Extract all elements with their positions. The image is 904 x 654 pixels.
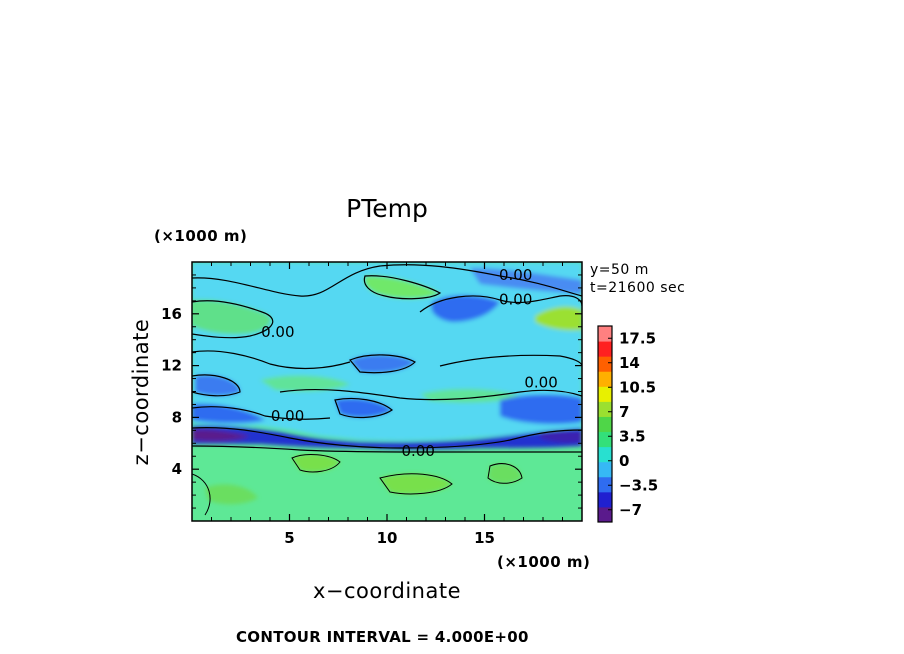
x-tick-label: 5 xyxy=(284,529,294,547)
x-axis-title: x−coordinate xyxy=(313,579,461,603)
field-blue-blob-top-right xyxy=(431,295,500,322)
colorbar-segment xyxy=(598,326,612,342)
y-tick-label: 16 xyxy=(161,305,182,323)
contour-line-lower-2 xyxy=(192,445,582,453)
field-blue-blob-center xyxy=(350,354,415,373)
colorbar-label: 3.5 xyxy=(619,427,646,445)
contour-label: 0.00 xyxy=(499,291,532,309)
contour-label: 0.00 xyxy=(524,373,557,391)
colorbar: 17.5 14 10.5 7 3.5 0 −3.5 −7 xyxy=(597,325,658,523)
y-tick-label: 12 xyxy=(161,357,182,375)
contour-line-lower-4 xyxy=(379,473,453,495)
colorbar-segment xyxy=(598,341,612,357)
colorbar-segment xyxy=(598,401,612,417)
contour-line-lower-main xyxy=(192,427,582,449)
y-axis-ticks: 16 12 8 4 xyxy=(161,274,582,509)
field-blue-band-left xyxy=(192,403,265,423)
info-y-position: y=50 m xyxy=(590,262,649,278)
contour-label: 0.00 xyxy=(261,323,294,341)
field-lower-patch-4 xyxy=(205,484,258,505)
contour-line-upper-left xyxy=(192,300,274,339)
colorbar-segment xyxy=(598,461,612,478)
field-lower-patch-2 xyxy=(380,473,452,494)
field-green-upper-left xyxy=(192,299,272,335)
contour-line-mid-1 xyxy=(192,350,351,370)
y-axis-unit: (×1000 m) xyxy=(154,227,247,245)
contour-lines xyxy=(192,264,582,516)
contour-line-upper-blue xyxy=(419,295,582,313)
info-time: t=21600 sec xyxy=(590,280,685,296)
contour-label: 0.00 xyxy=(271,407,304,425)
colorbar-segment xyxy=(598,506,612,523)
contour-line-mid-5 xyxy=(334,397,394,419)
contour-label: 0.00 xyxy=(499,266,532,284)
colorbar-segment xyxy=(598,356,612,372)
contour-interval-note: CONTOUR INTERVAL = 4.000E+00 xyxy=(236,628,529,646)
field-purple-streak xyxy=(192,429,250,442)
y-axis-title: z−coordinate xyxy=(129,319,153,466)
colorbar-label: 14 xyxy=(619,354,640,372)
field-yellow-patch xyxy=(535,306,582,331)
colorbar-segment xyxy=(598,476,612,493)
colorbar-segment xyxy=(598,416,612,433)
field-lower-patch-3 xyxy=(488,463,522,484)
colorbar-label: 17.5 xyxy=(619,329,656,347)
contour-line-mid-4 xyxy=(279,388,582,401)
colorbar-label: 10.5 xyxy=(619,378,656,396)
contour-line-lower-5 xyxy=(487,463,523,484)
contour-line-top-island xyxy=(363,275,442,300)
contour-line-lower-3 xyxy=(291,454,341,473)
x-axis-ticks: 5 10 15 xyxy=(211,262,563,547)
x-tick-label: 15 xyxy=(474,529,495,547)
colorbar-label: −3.5 xyxy=(619,476,658,494)
field-lower-patch-1 xyxy=(292,454,340,472)
contour-labels: 0.00 0.00 0.00 0.00 0.00 0.00 xyxy=(261,266,558,460)
colorbar-frame xyxy=(597,325,613,523)
field-island-top xyxy=(364,275,440,299)
y-tick-label: 8 xyxy=(172,408,182,426)
colorbar-label: 7 xyxy=(619,403,629,421)
chart-title: PTemp xyxy=(346,194,428,223)
contour-line-mid-2 xyxy=(439,354,582,367)
contour-line-blob-center xyxy=(349,354,416,374)
colorbar-label: −7 xyxy=(619,501,642,519)
contour-label: 0.00 xyxy=(401,442,434,460)
contour-line-top xyxy=(192,264,582,297)
x-axis-unit: (×1000 m) xyxy=(497,553,590,571)
contour-line-lower-6 xyxy=(192,473,211,516)
field-blue-blob-center-left xyxy=(335,398,392,418)
field-blue-blob-right xyxy=(500,394,582,424)
field-purple-streak-right xyxy=(540,430,582,443)
contour-line-mid-6 xyxy=(192,406,331,420)
contour-line-mid-3 xyxy=(192,374,241,397)
colorbar-label: 0 xyxy=(619,452,629,470)
colorbar-segment xyxy=(598,431,612,448)
x-tick-label: 10 xyxy=(377,529,398,547)
colorbar-segment xyxy=(598,371,612,387)
field-green-mid-1 xyxy=(260,375,350,392)
colorbar-segment xyxy=(598,386,612,402)
colorbar-segment xyxy=(598,491,612,508)
colorbar-segment xyxy=(598,446,612,463)
y-tick-label: 4 xyxy=(172,460,182,478)
